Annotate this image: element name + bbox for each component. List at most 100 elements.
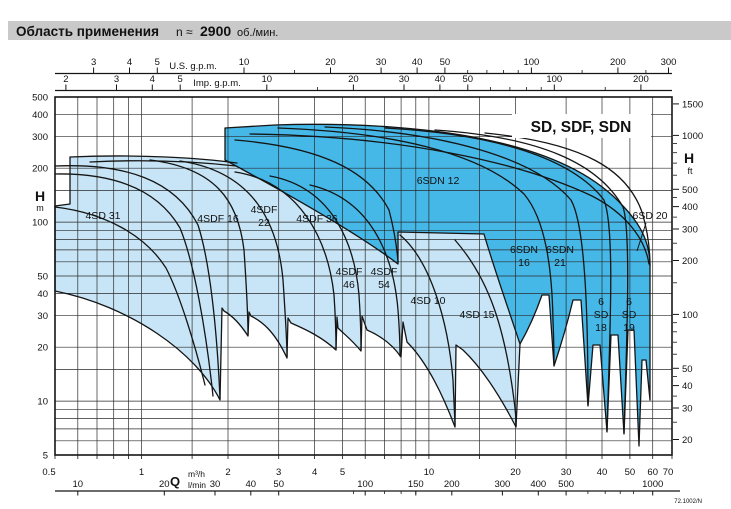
- pump-model-label: 6SDN: [546, 244, 574, 256]
- top_imp-tick-label: 50: [463, 74, 474, 85]
- left-axis-tick-label: 5: [43, 451, 48, 462]
- right-axis-tick-label: 50: [682, 364, 693, 375]
- top_us-tick-label: 4: [127, 57, 132, 68]
- left-axis-tick-label: 400: [32, 110, 48, 121]
- bottom-m3h-tick-label: 60: [647, 467, 658, 478]
- pump-curve: [149, 159, 249, 336]
- pump-curve: [454, 239, 517, 427]
- pump-model-label: 6SDN: [510, 244, 538, 256]
- right-axis-tick-label: 1500: [682, 99, 703, 110]
- left-axis-tick-label: 10: [37, 397, 48, 408]
- pump-curves: [54, 123, 651, 447]
- bottom-axis-symbol: Q: [170, 474, 180, 489]
- bottom-axis-unit-lmin: l/min: [188, 480, 206, 490]
- lmin-tick-label: 30: [210, 479, 221, 490]
- series-title-box: [512, 114, 651, 138]
- lmin-tick-label: 50: [273, 479, 284, 490]
- lmin-tick-label: 20: [159, 479, 170, 490]
- pump-curve: [309, 184, 401, 357]
- lmin-tick-label: 400: [530, 479, 546, 490]
- pump-model-label: 18: [595, 322, 607, 334]
- top_imp-tick-label: 200: [633, 74, 649, 85]
- pump-model-label: 19: [623, 322, 635, 334]
- pump-model-label: 6SD 20: [632, 210, 667, 222]
- pump-curve: [277, 127, 555, 366]
- series-title: SD, SDF, SDN: [531, 119, 632, 136]
- left-axis-unit: m: [36, 203, 44, 213]
- pump-curve: [234, 139, 399, 263]
- right-axis-tick-label: 200: [682, 256, 698, 267]
- region-6sd-6sdn: [225, 124, 650, 446]
- bottom-m3h-tick-label: 1: [139, 467, 144, 478]
- left-axis-tick-label: 50: [37, 272, 48, 283]
- lmin-tick-label: 500: [558, 479, 574, 490]
- pump-model-label: 46: [343, 279, 355, 291]
- top_us-tick-label: 100: [523, 57, 539, 68]
- top_us-tick-label: 40: [412, 57, 423, 68]
- bottom-m3h-tick-label: 30: [561, 467, 572, 478]
- left-axis-tick-label: 20: [37, 343, 48, 354]
- lmin-tick-label: 40: [246, 479, 257, 490]
- pump-model-label: 4SD 15: [459, 309, 494, 321]
- right-axis-tick-label: 30: [682, 404, 693, 415]
- header-bar: [8, 21, 731, 40]
- top_us-tick-label: 5: [155, 57, 160, 68]
- pump-model-label: 4SDF: [371, 266, 398, 278]
- top_imp-tick-label: 20: [348, 74, 359, 85]
- region-outline-6sd-6sdn: [224, 123, 651, 447]
- top-axis-us-label: U.S. g.p.m.: [169, 61, 217, 72]
- top_imp-tick-label: 3: [114, 74, 119, 85]
- bottom-m3h-tick-label: 2: [225, 467, 230, 478]
- bottom-m3h-tick-label: 10: [424, 467, 435, 478]
- header-speed-prefix: n ≈: [176, 25, 193, 39]
- drawing-number: 72.1002/N: [674, 499, 702, 505]
- bottom-m3h-tick-label: 40: [597, 467, 608, 478]
- pump-curve: [54, 165, 221, 400]
- pump-curve: [269, 175, 362, 351]
- bottom-m3h-tick-label: 50: [625, 467, 636, 478]
- top_us-tick-label: 200: [610, 57, 626, 68]
- lmin-tick-label: 150: [408, 479, 424, 490]
- top-axis-imp-label: Imp. g.p.m.: [193, 78, 241, 89]
- pump-curve: [384, 127, 612, 432]
- left-axis-tick-label: 300: [32, 132, 48, 143]
- right-axis-tick-label: 40: [682, 381, 693, 392]
- right-axis-tick-label: 500: [682, 185, 698, 196]
- left-axis-symbol: H: [35, 188, 45, 204]
- region-fills: [55, 124, 650, 446]
- pump-curve: [484, 132, 651, 267]
- pump-model-label: 6SDN 12: [417, 175, 460, 187]
- pump-curve: [54, 206, 206, 386]
- pump-model-label: 6: [626, 296, 632, 308]
- top_us-tick-label: 3: [91, 57, 96, 68]
- lmin-tick-label: 100: [357, 479, 373, 490]
- top_imp-tick-label: 10: [262, 74, 273, 85]
- pump-model-label: 6: [598, 296, 604, 308]
- lmin-tick-label: 10: [73, 479, 84, 490]
- pump-curve: [434, 129, 629, 434]
- left-axis-tick-label: 30: [37, 311, 48, 322]
- pump-model-label: SD: [594, 309, 609, 321]
- left-axis-tick-label: 40: [37, 289, 48, 300]
- pump-curve: [54, 173, 214, 397]
- top_imp-tick-label: 2: [63, 74, 68, 85]
- pump-model-label: 4SDF: [251, 204, 278, 216]
- header-title: Область применения: [16, 24, 159, 39]
- top_imp-tick-label: 5: [178, 74, 183, 85]
- bottom-m3h-tick-label: 5: [340, 467, 345, 478]
- right-axis-symbol: H: [684, 150, 694, 166]
- header-speed-value: 2900: [200, 23, 231, 39]
- pump-model-label: 4SDF 16: [197, 213, 239, 225]
- pump-model-label: 4SDF: [336, 266, 363, 278]
- pump-model-label: 4SDF 36: [296, 213, 338, 225]
- bottom-m3h-tick-label: 20: [510, 467, 521, 478]
- lmin-tick-label: 200: [444, 479, 460, 490]
- lmin-tick-label: 1000: [642, 479, 663, 490]
- pump-model-label: SD: [622, 309, 637, 321]
- region-outline-4sd-4sdf: [54, 155, 521, 428]
- bottom-m3h-tick-label: 70: [663, 467, 674, 478]
- pump-model-label: 22: [258, 217, 270, 229]
- pump-model-label: 54: [378, 279, 390, 291]
